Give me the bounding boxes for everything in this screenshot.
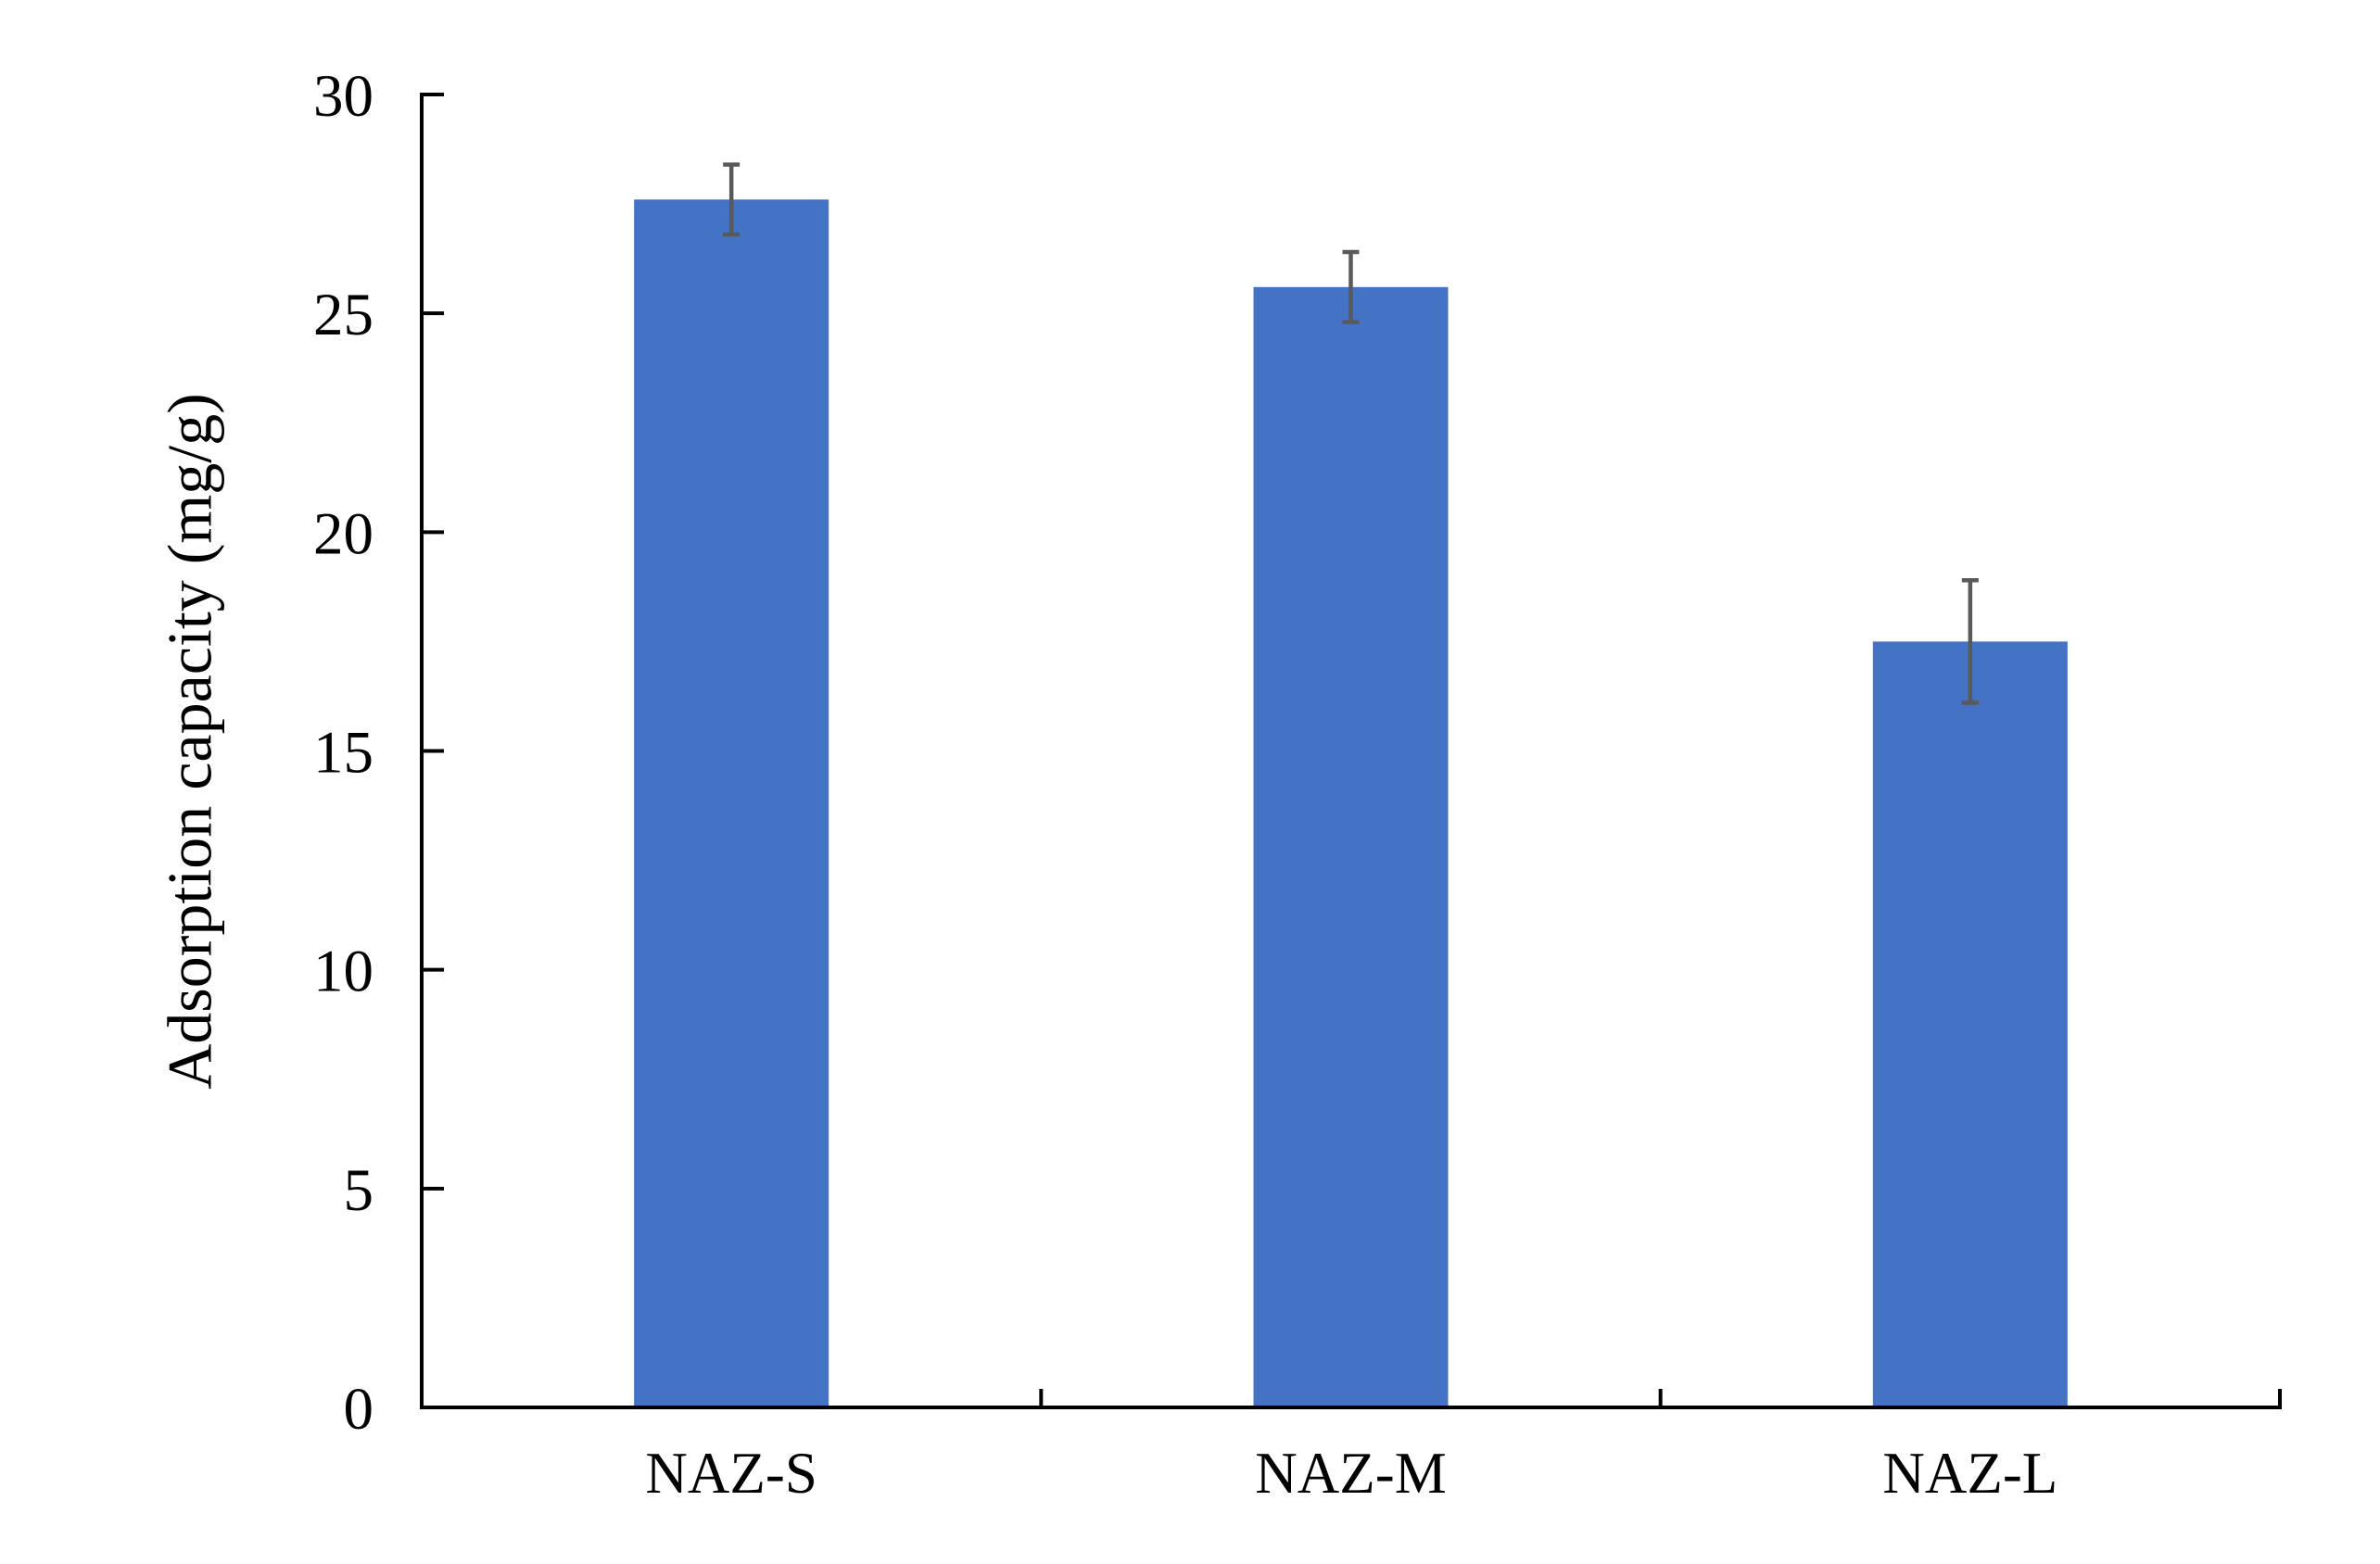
y-tick-label-20: 20 [313, 500, 373, 567]
y-tick-label-5: 5 [344, 1157, 374, 1224]
bar-naz-m [1253, 286, 1449, 1407]
y-tick-label-25: 25 [313, 282, 373, 348]
y-tick-label-30: 30 [313, 63, 373, 130]
bar-naz-s [634, 199, 829, 1408]
bar-naz-l [1872, 641, 2068, 1407]
x-category-label-naz-l: NAZ-L [1882, 1441, 2057, 1506]
y-tick-label-10: 10 [313, 939, 373, 1005]
y-tick-label-0: 0 [344, 1376, 374, 1443]
x-category-label-naz-m: NAZ-M [1255, 1441, 1446, 1506]
x-category-label-naz-s: NAZ-S [645, 1441, 817, 1506]
y-tick-label-15: 15 [313, 720, 373, 787]
